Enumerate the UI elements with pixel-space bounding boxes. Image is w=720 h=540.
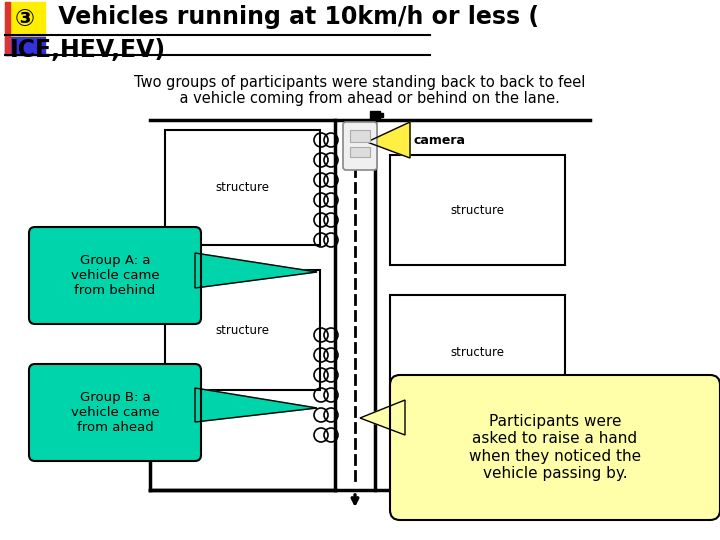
Bar (350, 130, 370, 142)
Bar (5, 2, 45, 37)
Bar (165, 130, 320, 245)
Bar (5, 2, 10, 37)
Text: Group A: a
vehicle came
from behind: Group A: a vehicle came from behind (71, 254, 159, 297)
Text: structure: structure (215, 323, 269, 336)
Bar (350, 147, 370, 157)
FancyBboxPatch shape (29, 227, 201, 324)
Polygon shape (367, 122, 410, 158)
Bar (165, 270, 320, 390)
Bar (335, 120, 375, 490)
Polygon shape (195, 253, 317, 288)
Bar (390, 155, 565, 265)
Bar (390, 295, 565, 410)
FancyBboxPatch shape (390, 375, 720, 520)
Text: structure: structure (215, 181, 269, 194)
Bar (370, 111, 380, 119)
Bar (5, 37, 45, 55)
FancyBboxPatch shape (343, 122, 377, 170)
Polygon shape (195, 388, 317, 422)
Text: ICE,HEV,EV): ICE,HEV,EV) (10, 38, 166, 62)
Text: Group B: a
vehicle came
from ahead: Group B: a vehicle came from ahead (71, 391, 159, 434)
Text: structure: structure (451, 346, 505, 359)
Text: structure: structure (451, 204, 505, 217)
Text: ③: ③ (15, 7, 35, 31)
Polygon shape (360, 400, 405, 435)
Text: camera: camera (413, 133, 465, 146)
FancyBboxPatch shape (29, 364, 201, 461)
Text: Two groups of participants were standing back to back to feel: Two groups of participants were standing… (135, 75, 585, 90)
Text: Vehicles running at 10km/h or less (: Vehicles running at 10km/h or less ( (50, 5, 539, 29)
Bar (5, 37, 10, 55)
Text: a vehicle coming from ahead or behind on the lane.: a vehicle coming from ahead or behind on… (161, 91, 559, 106)
Text: Participants were
asked to raise a hand
when they noticed the
vehicle passing by: Participants were asked to raise a hand … (469, 414, 641, 481)
Bar (380, 113, 383, 117)
